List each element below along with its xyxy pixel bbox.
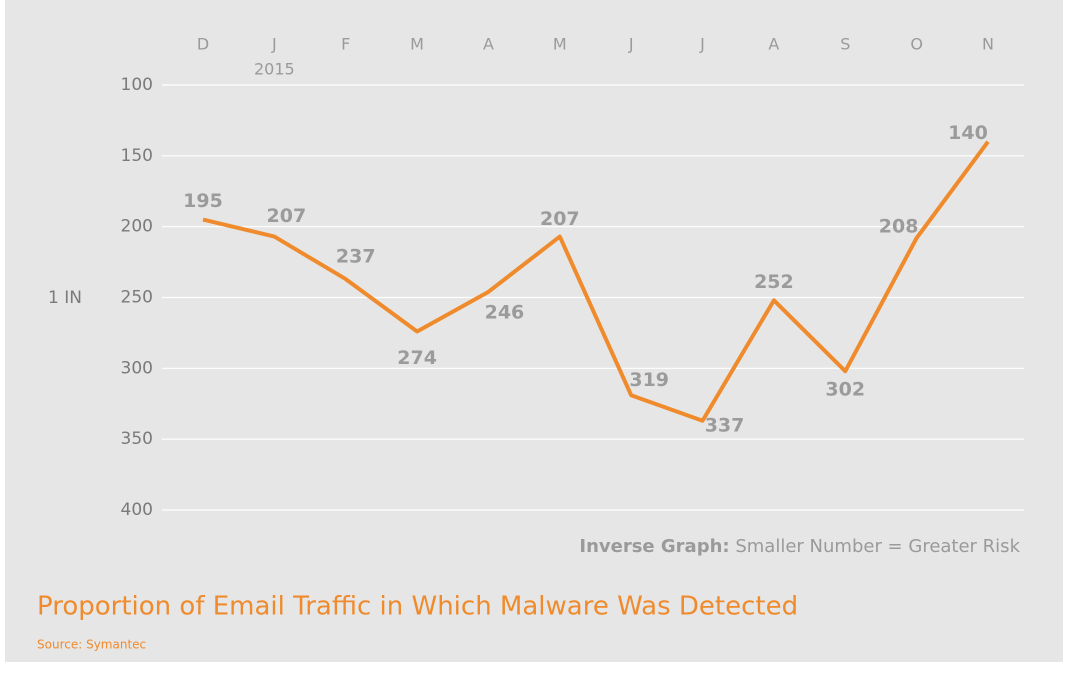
x-tick-label: A — [483, 35, 494, 54]
source: Source: Symantec — [37, 638, 146, 652]
y-axis-label: 1 IN — [48, 288, 82, 308]
x-tick-label: J — [628, 35, 634, 54]
x-tick-label: J — [271, 35, 277, 54]
data-label: 207 — [540, 208, 580, 230]
panel — [5, 0, 1063, 662]
x-tick-label: D — [197, 35, 209, 54]
x-tick-label: S — [840, 35, 850, 54]
x-tick-label: N — [982, 35, 994, 54]
data-label: 207 — [267, 205, 307, 227]
annotation-text: Smaller Number = Greater Risk — [735, 536, 1020, 557]
x-tick-label: J — [699, 35, 705, 54]
series-line — [202, 140, 990, 423]
y-tick-label: 300 — [121, 358, 153, 378]
annotation: Inverse Graph: Smaller Number = Greater … — [579, 536, 1020, 557]
chart-title: Proportion of Email Traffic in Which Mal… — [37, 592, 798, 622]
data-label: 252 — [754, 271, 794, 293]
x-tick-label: O — [910, 35, 923, 54]
data-label: 319 — [629, 369, 669, 391]
y-tick-label: 200 — [121, 217, 153, 237]
data-label: 195 — [183, 190, 223, 212]
annotation-label: Inverse Graph: — [579, 536, 729, 557]
x-tick-label: A — [768, 35, 779, 54]
y-tick-label: 400 — [121, 500, 153, 520]
data-label: 246 — [485, 301, 525, 323]
y-tick-label: 150 — [121, 146, 153, 166]
y-tick-label: 250 — [121, 288, 153, 308]
data-label: 337 — [705, 414, 745, 436]
x-tick-label: M — [553, 35, 567, 54]
x-tick-label: F — [341, 35, 350, 54]
data-label: 274 — [397, 347, 437, 369]
data-label: 140 — [948, 122, 988, 144]
year-label: 2015 — [254, 60, 295, 79]
x-tick-label: M — [410, 35, 424, 54]
y-tick-label: 100 — [121, 75, 153, 95]
data-label: 208 — [879, 216, 919, 238]
data-label: 302 — [825, 379, 865, 401]
data-label: 237 — [336, 246, 376, 268]
y-tick-label: 350 — [121, 429, 153, 449]
